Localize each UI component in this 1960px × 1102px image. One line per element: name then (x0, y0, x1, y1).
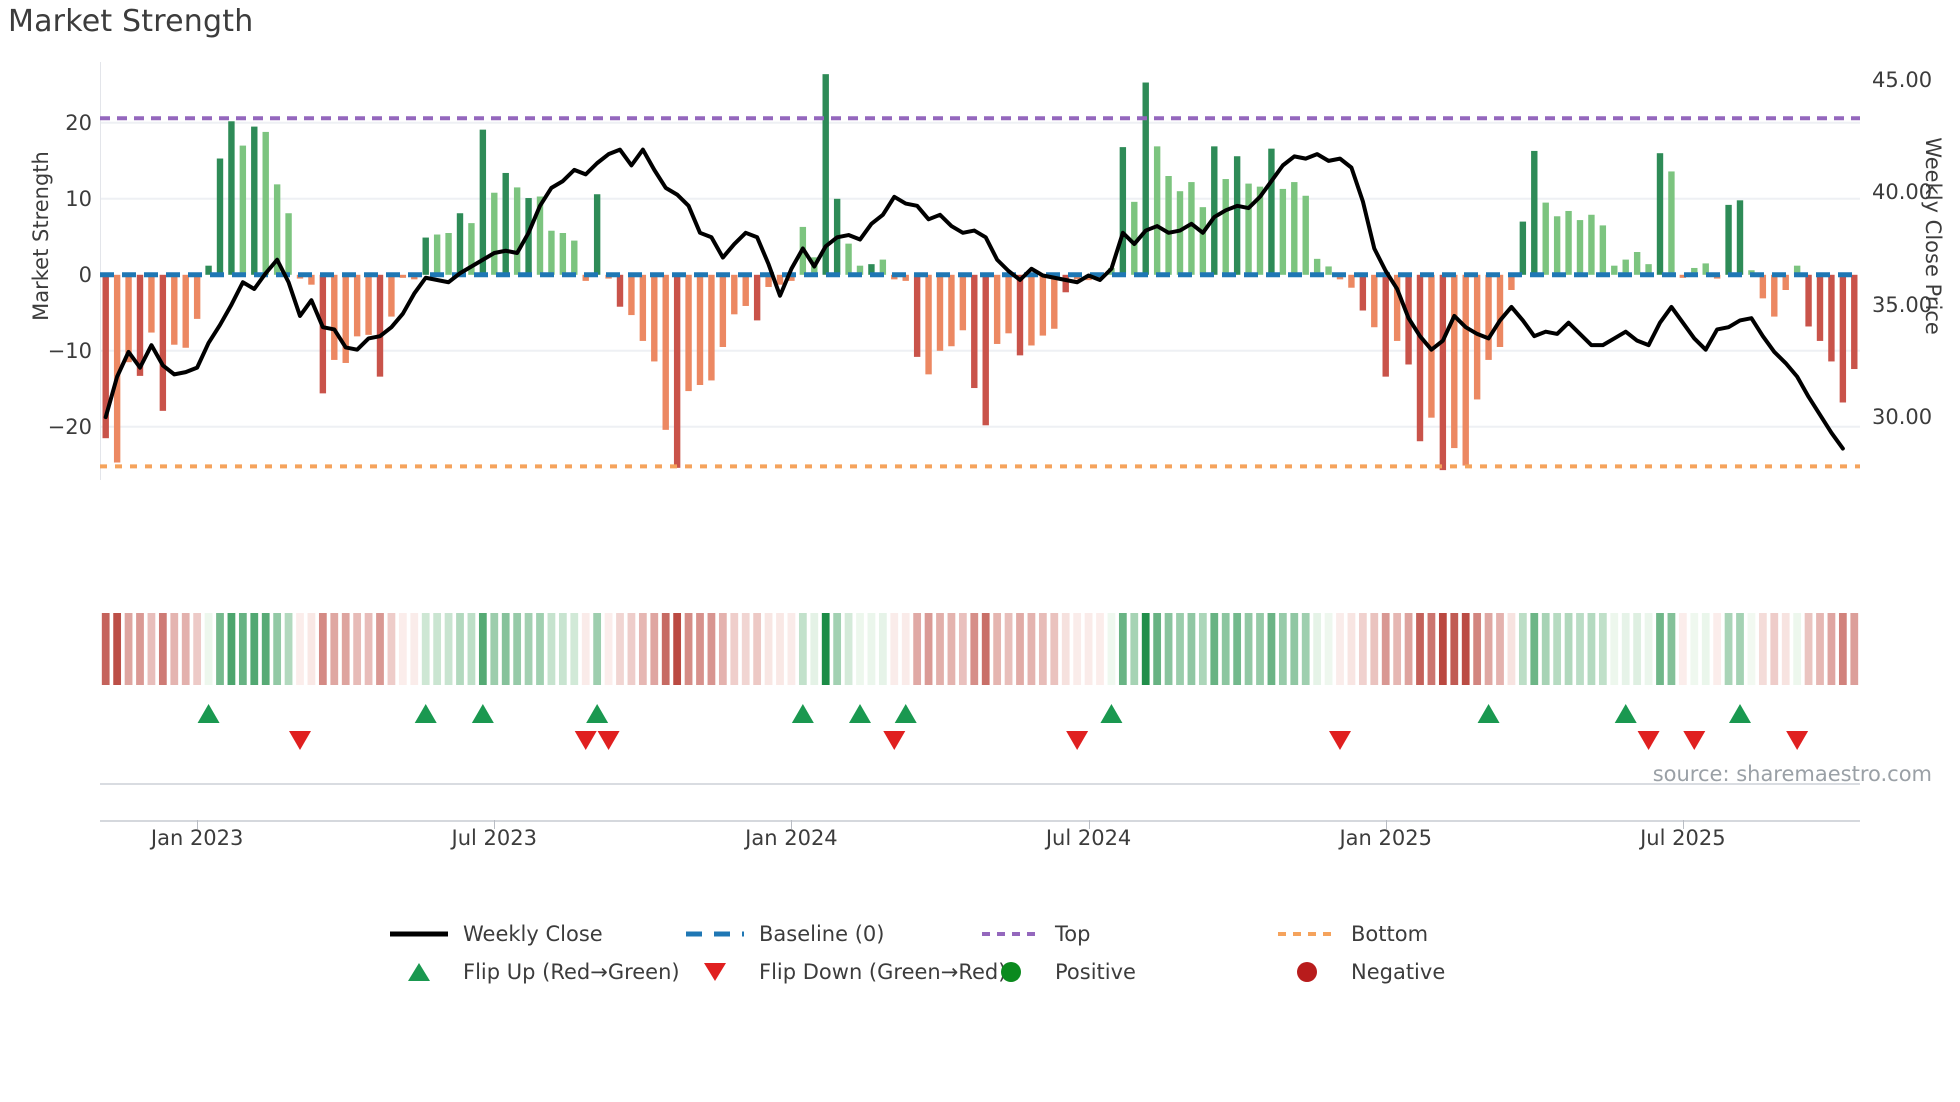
x-axis-tickmark (1682, 820, 1684, 829)
flip-down-icon (1329, 731, 1351, 750)
flip-up-icon (849, 704, 871, 723)
y-axis-left-ticks: 20 10 0 −10 −20 (0, 62, 92, 480)
main-plot-area (100, 62, 1860, 480)
x-axis-line (100, 820, 1860, 822)
heatmap-cells (101, 613, 1859, 685)
y-axis-right-tick: 30.00 (1872, 405, 1933, 430)
x-axis-tickmark (1385, 820, 1387, 829)
x-axis-tickmark (197, 820, 199, 829)
legend-item-label: Top (1055, 922, 1091, 946)
dashed-line-icon (684, 923, 746, 945)
flip-up-icon (894, 704, 917, 723)
legend-row-markers: Flip Up (Red→Green) Flip Down (Green→Red)… (0, 960, 1960, 984)
y-axis-right-tick: 40.00 (1872, 180, 1933, 205)
flip-down-icon (883, 731, 906, 750)
strength-heatmap-strip (100, 613, 1860, 685)
chart-title: Market Strength (8, 4, 254, 39)
flip-down-icon (1066, 731, 1089, 750)
flip-up-icon (791, 704, 814, 723)
flip-markers-row (100, 692, 1860, 756)
flip-up-icon (1100, 704, 1123, 723)
x-axis-tickmark (1088, 820, 1090, 829)
legend-item[interactable]: Baseline (0) (684, 922, 980, 946)
dotted-line-icon (980, 923, 1042, 945)
legend-row-primary: Weekly Close Baseline (0) Top Bottom (0, 922, 1960, 946)
y-axis-left-tick: 0 (78, 262, 92, 287)
flip-down-icon (1683, 731, 1706, 750)
flip-down-icon (289, 731, 311, 750)
x-axis-tick-label: Jul 2024 (1045, 826, 1132, 850)
legend-item-label: Baseline (0) (759, 922, 885, 946)
flip-up-icon (1729, 704, 1751, 723)
legend-item-label: Flip Up (Red→Green) (463, 960, 680, 984)
legend-item[interactable]: Flip Up (Red→Green) (388, 960, 684, 984)
flip-down-icon (574, 731, 597, 750)
flip-down-markers (289, 731, 1809, 750)
circle-icon (980, 961, 1042, 983)
legend-item[interactable]: Positive (980, 960, 1276, 984)
x-axis-tickmark (494, 820, 496, 829)
flip-up-icon (414, 704, 437, 723)
x-axis-tickmark (791, 820, 793, 829)
legend-item-label: Positive (1055, 960, 1136, 984)
circle-icon (1276, 961, 1338, 983)
y-axis-right-tick: 35.00 (1872, 292, 1933, 317)
flip-up-icon (471, 704, 494, 723)
flip-baseline-rule (100, 783, 1860, 785)
chart-legend: Weekly Close Baseline (0) Top Bottom Flip U… (0, 922, 1960, 984)
weekly-close-line (103, 147, 1845, 451)
legend-item[interactable]: Top (980, 922, 1276, 946)
triangle-down-icon (684, 961, 746, 983)
gridlines (100, 121, 1860, 428)
x-axis-tick-label: Jul 2025 (1640, 826, 1726, 850)
legend-item[interactable]: Bottom (1276, 922, 1572, 946)
legend-item-label: Flip Down (Green→Red) (759, 960, 1007, 984)
y-axis-left-tick: −20 (47, 414, 92, 439)
x-axis-tick-label: Jan 2024 (745, 826, 838, 850)
y-axis-right-ticks: 45.00 40.00 35.00 30.00 (1872, 62, 1960, 480)
flip-up-icon (586, 704, 609, 723)
y-axis-left-tick: 10 (65, 186, 92, 211)
y-axis-left-tick: −10 (47, 338, 92, 363)
flip-up-icon (1614, 704, 1637, 723)
flip-up-markers (197, 704, 1751, 723)
legend-item[interactable]: Flip Down (Green→Red) (684, 960, 1006, 984)
dotted-line-icon (1276, 923, 1338, 945)
x-axis-tick-label: Jan 2023 (150, 826, 244, 850)
strength-bars (102, 74, 1858, 471)
y-axis-left-tick: 20 (65, 110, 92, 135)
legend-item-label: Negative (1351, 960, 1446, 984)
flip-up-icon (1477, 704, 1500, 723)
x-axis: Jan 2023 Jul 2023 Jan 2024 Jul 2024 Jan 2025… (100, 820, 1860, 860)
flip-down-icon (1637, 731, 1660, 750)
legend-item[interactable]: Weekly Close (388, 922, 684, 946)
x-axis-tick-label: Jan 2025 (1339, 826, 1432, 850)
y-axis-right-tick: 45.00 (1872, 67, 1933, 92)
legend-item-label: Bottom (1351, 922, 1429, 946)
flip-up-icon (197, 704, 220, 723)
flip-down-icon (1786, 731, 1809, 750)
solid-line-icon (388, 923, 450, 945)
legend-item[interactable]: Negative (1276, 960, 1572, 984)
triangle-up-icon (388, 961, 450, 983)
x-axis-tick-label: Jul 2023 (451, 826, 538, 850)
source-attribution: source: sharemaestro.com (1652, 762, 1932, 786)
flip-down-icon (597, 731, 620, 750)
legend-item-label: Weekly Close (463, 922, 603, 946)
